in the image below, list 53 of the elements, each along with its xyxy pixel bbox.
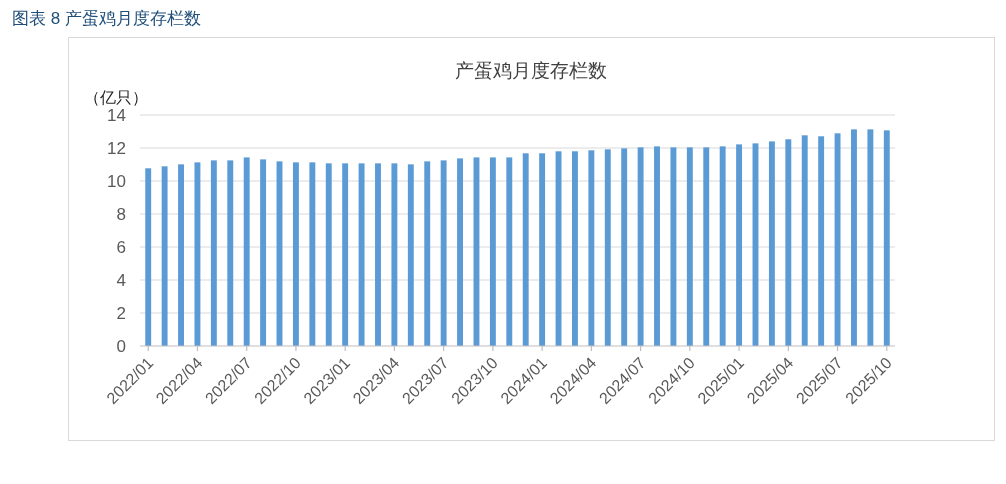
bar [309, 162, 316, 346]
y-tick-label: 4 [116, 271, 126, 290]
bar [407, 164, 414, 346]
bar [654, 146, 660, 346]
bar [358, 163, 365, 346]
bar [818, 136, 825, 346]
y-tick-label: 2 [116, 304, 126, 323]
bar [424, 161, 431, 346]
bar [883, 130, 890, 346]
bar [243, 157, 250, 346]
y-tick-label: 6 [116, 238, 126, 257]
bar [210, 160, 217, 346]
bar [834, 133, 841, 346]
bar [719, 146, 726, 346]
bar [768, 141, 775, 346]
chart-subtitle: 产蛋鸡月度存栏数 [455, 59, 607, 81]
bar [194, 162, 201, 346]
bar [325, 163, 332, 346]
bar [227, 160, 234, 346]
bar [375, 163, 381, 346]
bar [867, 129, 874, 346]
bar [145, 168, 152, 346]
bar [851, 129, 857, 346]
bar [670, 147, 677, 346]
bar [571, 151, 578, 346]
bar [391, 163, 398, 346]
bar [703, 147, 710, 346]
bar [440, 160, 447, 346]
y-tick-label: 8 [116, 205, 126, 224]
bar [686, 147, 693, 346]
bar [489, 157, 496, 346]
bar [292, 162, 299, 346]
bar [506, 157, 513, 346]
bar [621, 148, 628, 346]
y-tick-label: 0 [116, 337, 126, 356]
y-axis-title: （亿只） [84, 89, 148, 106]
y-tick-label: 10 [107, 172, 126, 191]
bar [801, 135, 808, 346]
bar [588, 150, 595, 346]
bar [457, 158, 464, 346]
bar [342, 163, 349, 346]
bar [736, 144, 743, 346]
y-tick-label: 12 [107, 139, 126, 158]
bar [178, 164, 184, 346]
bar [161, 166, 168, 346]
y-tick-label: 14 [107, 106, 126, 125]
bar [260, 159, 267, 346]
chart-title: 图表 8 产蛋鸡月度存栏数 [12, 9, 201, 28]
bar [539, 153, 546, 346]
bar [522, 153, 529, 346]
bar [604, 149, 611, 346]
bar [637, 147, 644, 346]
bar [785, 139, 792, 346]
